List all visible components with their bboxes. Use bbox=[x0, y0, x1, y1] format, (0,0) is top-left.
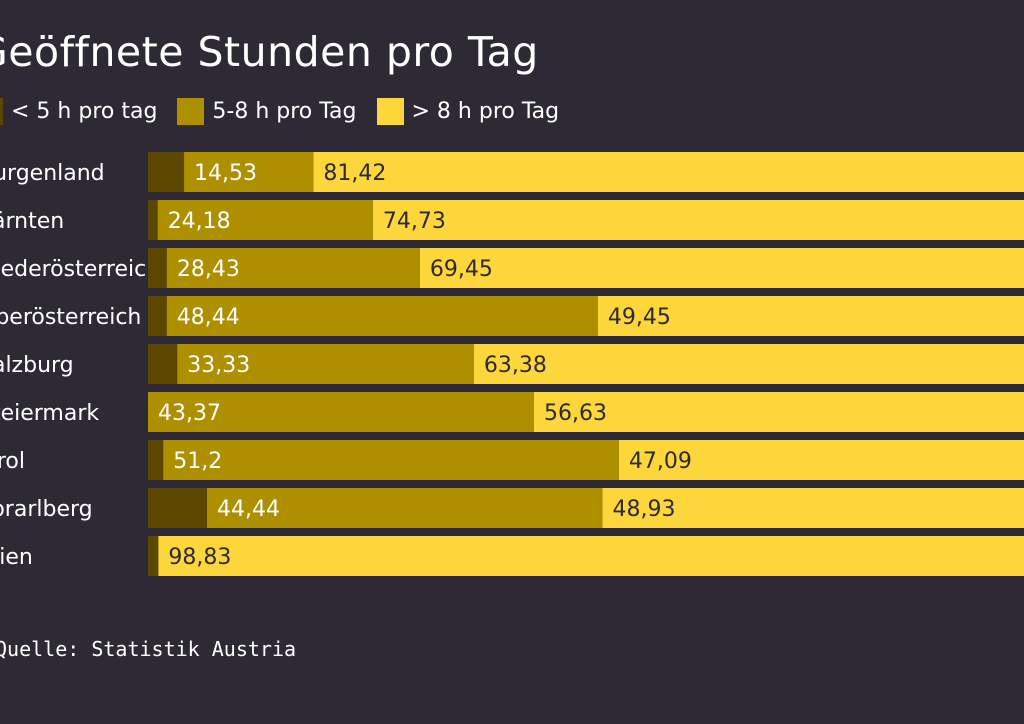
legend-item-2: > 8 h pro Tag bbox=[376, 97, 560, 125]
bar-segment bbox=[419, 248, 1024, 288]
category-label: Burgenland bbox=[0, 161, 105, 186]
legend-item-1: 5-8 h pro Tag bbox=[177, 97, 357, 125]
bar-segment bbox=[533, 392, 1024, 432]
category-label: Oberösterreich bbox=[0, 305, 141, 330]
bar-segment bbox=[602, 488, 1024, 528]
bar-segment bbox=[148, 392, 534, 432]
bar-segment bbox=[597, 296, 1024, 336]
data-label: 74,73 bbox=[383, 209, 446, 234]
bar-segment bbox=[372, 200, 1024, 240]
bar-segment bbox=[148, 248, 167, 288]
data-label: 69,45 bbox=[430, 257, 493, 282]
data-label: 81,42 bbox=[323, 161, 386, 186]
bar-segment bbox=[184, 152, 314, 192]
legend-swatch-2 bbox=[376, 97, 404, 125]
bar-segment bbox=[148, 200, 158, 240]
data-label: 44,44 bbox=[217, 497, 280, 522]
data-label: 51,2 bbox=[173, 449, 222, 474]
category-label: Salzburg bbox=[0, 353, 74, 378]
legend-swatch-0 bbox=[0, 97, 3, 125]
data-label: 98,83 bbox=[168, 545, 231, 570]
bar-segment bbox=[148, 344, 178, 384]
data-label: 48,93 bbox=[613, 497, 676, 522]
bar-segment bbox=[473, 344, 1024, 384]
category-label: Kärnten bbox=[0, 209, 64, 234]
bar-segment bbox=[163, 440, 619, 480]
bar-segment bbox=[148, 440, 164, 480]
data-label: 47,09 bbox=[629, 449, 692, 474]
category-label: Niederösterreich bbox=[0, 257, 160, 282]
data-label: 28,43 bbox=[177, 257, 240, 282]
legend-item-0: < 5 h pro tag bbox=[0, 97, 158, 125]
category-label: Tirol bbox=[0, 449, 25, 474]
bar-segment bbox=[157, 200, 373, 240]
legend-label-0: < 5 h pro tag bbox=[11, 98, 158, 124]
bar-segment bbox=[618, 440, 1024, 480]
bar-segment bbox=[313, 152, 1024, 192]
bar-segment bbox=[166, 296, 598, 336]
bar-segment bbox=[207, 488, 603, 528]
category-label: Steiermark bbox=[0, 401, 99, 426]
data-label: 33,33 bbox=[187, 353, 250, 378]
bar-segment bbox=[166, 248, 420, 288]
chart-legend: < 5 h pro tag 5-8 h pro Tag > 8 h pro Tag bbox=[0, 96, 579, 126]
data-label: 48,44 bbox=[177, 305, 240, 330]
bar-segment bbox=[148, 488, 208, 528]
bar-segment bbox=[148, 536, 159, 576]
data-label: 56,63 bbox=[544, 401, 607, 426]
data-label: 24,18 bbox=[168, 209, 231, 234]
chart-title: Geöffnete Stunden pro Tag bbox=[0, 28, 539, 76]
source-note: Quelle: Statistik Austria bbox=[0, 637, 297, 661]
data-label: 49,45 bbox=[608, 305, 671, 330]
category-label: Vorarlberg bbox=[0, 497, 93, 522]
bar-segment bbox=[177, 344, 474, 384]
legend-swatch-1 bbox=[177, 97, 205, 125]
legend-label-2: > 8 h pro Tag bbox=[411, 98, 560, 124]
data-label: 14,53 bbox=[194, 161, 257, 186]
data-label: 63,38 bbox=[484, 353, 547, 378]
bar-segment bbox=[158, 536, 1024, 576]
legend-label-1: 5-8 h pro Tag bbox=[212, 98, 357, 124]
bar-segment bbox=[148, 152, 185, 192]
bar-segment bbox=[148, 296, 167, 336]
category-label: Wien bbox=[0, 545, 33, 570]
data-label: 43,37 bbox=[158, 401, 221, 426]
